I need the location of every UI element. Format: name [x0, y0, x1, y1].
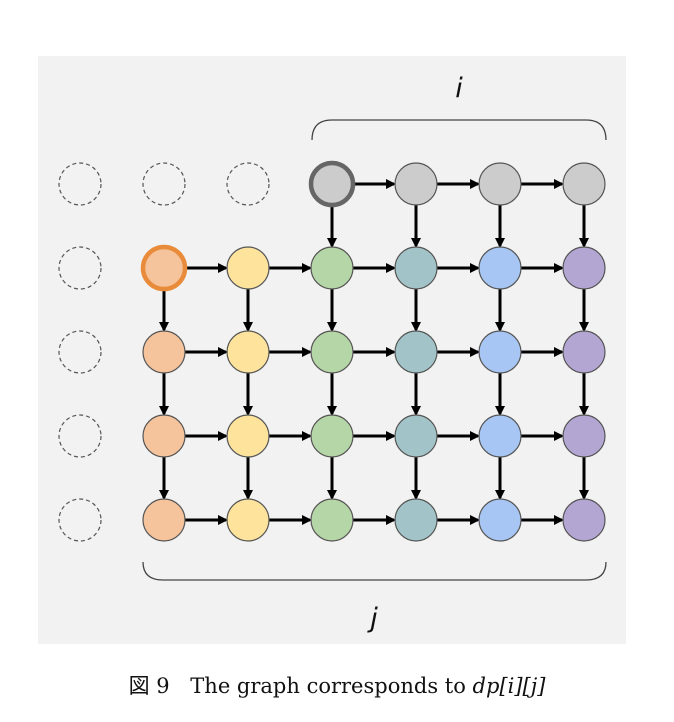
- empty-node-r4-c0: [58, 498, 102, 542]
- node-r2-c5: [478, 330, 522, 374]
- node-r2-c4: [394, 330, 438, 374]
- node-r3-c4: [394, 414, 438, 458]
- caption-expression: dp[i][j]: [472, 674, 546, 698]
- empty-node-r3-c0: [58, 414, 102, 458]
- top-brace: [311, 119, 607, 141]
- node-r4-c1: [142, 498, 186, 542]
- bottom-label-j: j: [366, 603, 378, 634]
- node-r2-c3: [310, 330, 354, 374]
- node-r0-c5: [478, 162, 522, 206]
- figure-caption: 図 9 The graph corresponds to dp[i][j]: [0, 670, 674, 700]
- node-r2-c2: [226, 330, 270, 374]
- node-r4-c5: [478, 498, 522, 542]
- node-r3-c3: [310, 414, 354, 458]
- node-r1-c2: [226, 246, 270, 290]
- empty-node-r2-c0: [58, 330, 102, 374]
- node-r3-c5: [478, 414, 522, 458]
- node-r4-c3: [310, 498, 354, 542]
- empty-node-r0-c1: [142, 162, 186, 206]
- highlighted-node-r1-c1: [140, 244, 188, 292]
- highlighted-node-r0-c3: [308, 160, 356, 208]
- node-r3-c1: [142, 414, 186, 458]
- node-r3-c2: [226, 414, 270, 458]
- node-r0-c6: [562, 162, 606, 206]
- node-r4-c2: [226, 498, 270, 542]
- node-r1-c4: [394, 246, 438, 290]
- bottom-brace: [142, 561, 607, 581]
- empty-node-r0-c0: [58, 162, 102, 206]
- node-r4-c4: [394, 498, 438, 542]
- figure-number: 図 9: [128, 674, 170, 698]
- caption-text: The graph corresponds to: [190, 674, 466, 698]
- node-r3-c6: [562, 414, 606, 458]
- node-r2-c6: [562, 330, 606, 374]
- empty-node-r0-c2: [226, 162, 270, 206]
- node-r4-c6: [562, 498, 606, 542]
- top-label-i: i: [455, 73, 463, 104]
- node-r2-c1: [142, 330, 186, 374]
- empty-node-r1-c0: [58, 246, 102, 290]
- node-r1-c6: [562, 246, 606, 290]
- node-r0-c4: [394, 162, 438, 206]
- node-r1-c3: [310, 246, 354, 290]
- node-r1-c5: [478, 246, 522, 290]
